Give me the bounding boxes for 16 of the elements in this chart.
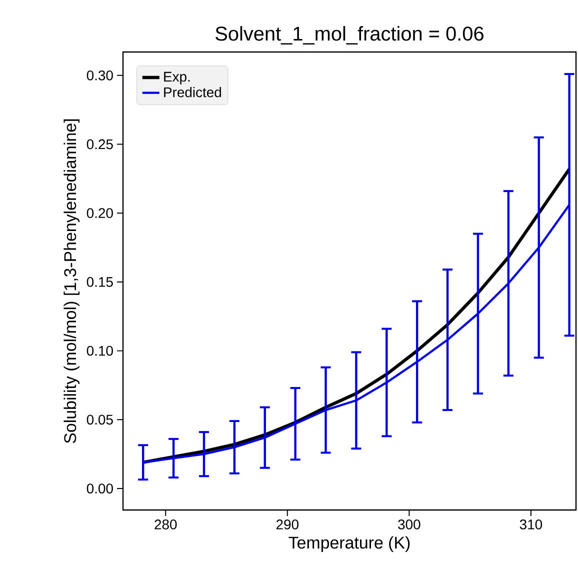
y-tick-label: 0.20	[86, 208, 113, 218]
y-tick-label: 0.30	[86, 70, 113, 80]
x-tick-label: 290	[276, 520, 298, 530]
x-axis-title: Temperature (K)	[288, 536, 410, 552]
y-tick-label: 0.05	[86, 414, 113, 425]
chart-title: Solvent_1_mol_fraction = 0.06	[216, 26, 484, 44]
y-tick-label: 0.10	[86, 346, 113, 356]
y-tick-label: 0.00	[86, 484, 113, 494]
y-axis-title: Solubility (mol/mol) [1,3-Phenylenediamine]	[64, 119, 80, 444]
x-tick-label: 280	[154, 520, 177, 530]
x-tick-label: 300	[398, 520, 420, 530]
y-tick-label: 0.15	[86, 277, 113, 287]
legend-label: Exp.	[164, 72, 190, 84]
y-tick-label: 0.25	[86, 139, 113, 150]
legend-label: Predicted	[164, 87, 221, 98]
x-tick-label: 310	[520, 520, 542, 530]
